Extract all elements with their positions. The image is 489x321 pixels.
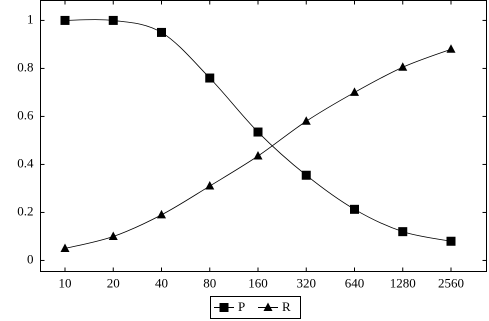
plot-frame — [40, 0, 487, 272]
x-tick-label: 1280 — [390, 275, 416, 290]
point — [350, 204, 359, 214]
point — [301, 116, 311, 125]
point — [263, 302, 273, 311]
x-tick-label: 80 — [203, 275, 216, 290]
legend-label: R — [282, 299, 291, 314]
x-tick-label: 20 — [107, 275, 120, 290]
x-tick-label: 2560 — [438, 275, 464, 290]
point — [108, 15, 118, 25]
point — [60, 15, 70, 25]
x-tick-label: 10 — [59, 275, 72, 290]
point — [253, 151, 263, 160]
point — [205, 73, 215, 83]
y-tick-label: 0.4 — [17, 155, 34, 170]
legend-label: P — [238, 299, 245, 314]
x-tick-label: 640 — [345, 275, 365, 290]
point — [253, 127, 263, 137]
y-tick-label: 0.2 — [17, 203, 33, 218]
point — [301, 170, 311, 180]
x-tick-label: 320 — [297, 275, 317, 290]
point — [446, 44, 456, 53]
point — [398, 62, 408, 71]
point — [60, 243, 70, 252]
point — [157, 27, 166, 37]
point — [446, 236, 456, 246]
y-tick-label: 1 — [27, 11, 34, 26]
point — [350, 87, 359, 96]
y-tick-label: 0.8 — [17, 59, 33, 74]
x-tick-label: 40 — [155, 275, 168, 290]
x-tick-label: 160 — [248, 275, 268, 290]
y-tick-label: 0 — [27, 251, 34, 266]
point — [219, 303, 229, 312]
legend-box — [210, 296, 301, 319]
point — [205, 181, 215, 190]
point — [398, 227, 408, 237]
point — [108, 231, 118, 240]
series-line — [64, 48, 452, 249]
point — [157, 209, 166, 219]
y-tick-label: 0.6 — [17, 107, 34, 122]
